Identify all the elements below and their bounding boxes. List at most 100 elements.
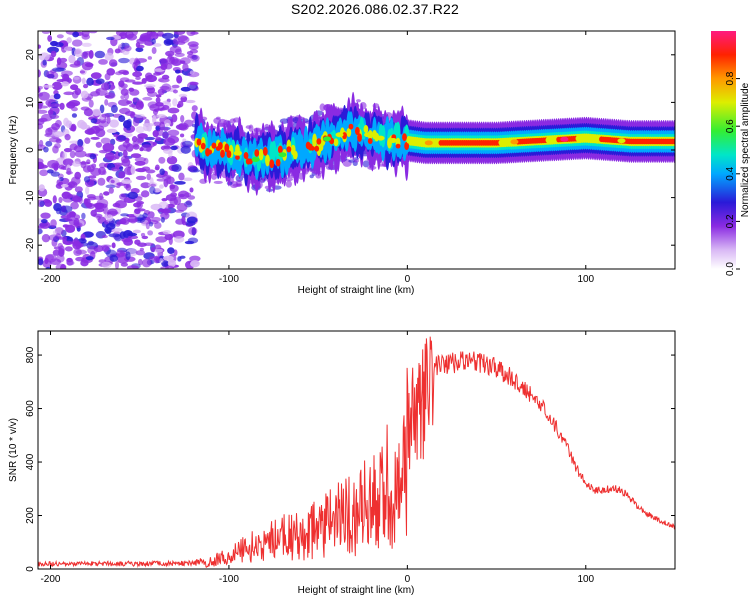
spectrogram-cell [319, 103, 326, 112]
spectrogram-cell [94, 50, 106, 59]
spectrogram-cell [158, 258, 164, 264]
spectrogram-cell [38, 109, 48, 114]
spectrogram-cell [53, 163, 59, 171]
spectrogram-cell [151, 46, 157, 55]
spectrogram-cell [135, 47, 144, 53]
spectrogram-cell [58, 247, 65, 257]
spectrogram-cell [140, 232, 146, 237]
spectrogram-cell [376, 135, 385, 141]
spectrogram-cell [50, 40, 59, 47]
spectrogram-cell [671, 138, 675, 145]
spectrogram-cell [200, 142, 206, 150]
spectrogram-cell [130, 153, 142, 159]
spectrogram-cell [63, 46, 72, 52]
spectrogram-cell [49, 114, 60, 119]
spectrogram-cell [99, 104, 105, 114]
spectrogram-cell [85, 186, 90, 195]
spectrogram-cell [357, 133, 362, 142]
page-title: S202.2026.086.02.37.R22 [290, 1, 460, 17]
spectrogram-cell [71, 39, 83, 47]
spectrogram-cell [176, 202, 188, 212]
spectrogram-cell [323, 136, 332, 142]
spectrogram-cell [118, 115, 126, 123]
x-tick-label: -200 [40, 274, 60, 285]
spectrogram-cell [127, 191, 139, 200]
spectrogram-cell [531, 138, 540, 144]
spectrogram-cell [424, 140, 433, 146]
spectrogram-cell [137, 44, 145, 49]
spectrogram-cell [52, 195, 57, 204]
spectrogram-cell [171, 84, 180, 89]
spectrogram-cell [342, 132, 347, 140]
colorbar-tick-label: 0.2 [725, 214, 736, 228]
y-tick-label: -20 [25, 238, 36, 253]
spectrogram-cell [84, 50, 91, 55]
spectrogram-cell [178, 172, 185, 181]
spectrogram-cell [74, 214, 81, 220]
spectrogram-cell [164, 233, 174, 241]
spectrogram-cell [79, 70, 86, 74]
spectrogram-cell [149, 104, 160, 112]
spectrogram-cell [102, 142, 115, 152]
spectrogram-cell [116, 135, 127, 141]
spectrogram-cell [169, 45, 182, 53]
spectrogram-cell [162, 230, 171, 235]
spectrogram-cell [85, 202, 93, 208]
spectrogram-cell [69, 150, 76, 159]
spectrogram-cell [333, 138, 339, 147]
spectrogram-cell [106, 214, 114, 222]
spectrogram-cell [162, 132, 169, 139]
spectrogram-cell [81, 77, 86, 85]
y-tick-label: 200 [25, 507, 36, 524]
colorbar: 0.0 0.2 0.4 0.6 0.8 Normalized spectral ampl… [711, 31, 750, 276]
spectrogram-cell [145, 72, 153, 80]
spectrogram-cell [190, 260, 200, 268]
spectrogram-cell [258, 148, 264, 161]
spectrogram-cell [166, 156, 178, 165]
spectrogram-cell [158, 77, 170, 83]
spectrogram-cell [152, 115, 157, 124]
spectrogram-cell [45, 140, 53, 147]
spectrogram-cell [73, 145, 84, 153]
colorbar-tick-label: 0.4 [725, 166, 736, 180]
spectrogram-cell [389, 137, 398, 143]
spectrogram-cell [52, 230, 57, 235]
spectrogram-cell [118, 32, 128, 40]
spectrogram-cell [119, 193, 127, 200]
spectrogram-cell [156, 114, 167, 119]
spectrogram-cell [157, 208, 167, 213]
spectrogram-cell [115, 249, 125, 258]
spectrogram-cell [94, 125, 105, 132]
spectrogram-cell [39, 200, 45, 207]
spectrogram-cell [131, 135, 138, 143]
spectrogram-cell [84, 137, 91, 144]
spectrogram-cell [154, 222, 162, 229]
spectrogram-cell [178, 193, 185, 198]
spectrogram-cell [348, 123, 354, 130]
spectrogram-cell [140, 144, 153, 152]
spectrogram-cell [68, 100, 81, 107]
spectrogram-cell [184, 240, 195, 245]
spectrogram-cell [163, 127, 169, 132]
spectrogram-cell [104, 52, 114, 61]
spectrogram-cell [87, 245, 99, 255]
spectrogram-cell [71, 113, 78, 118]
spectrogram-cell [155, 236, 168, 243]
spectrogram-cell [58, 196, 63, 204]
spectrogram-cell [141, 77, 147, 84]
spectrogram-cell [42, 59, 47, 66]
spectrogram-cell [271, 140, 277, 161]
spectrogram-cell [120, 95, 125, 100]
spectrogram-cell [38, 184, 45, 192]
spectrogram-cell [140, 190, 150, 198]
spectrogram-cell [47, 169, 54, 174]
spectrogram-cell [106, 36, 115, 41]
spectrogram-cell [174, 180, 186, 185]
spectrogram-cell [173, 31, 186, 36]
spectrogram-cell [163, 148, 173, 154]
spectrogram-cell [74, 48, 83, 58]
y-tick-label: 10 [25, 96, 36, 108]
spectrogram-cell [59, 57, 68, 63]
spectrogram-cell [95, 203, 101, 210]
spectrogram-cell [70, 123, 77, 132]
